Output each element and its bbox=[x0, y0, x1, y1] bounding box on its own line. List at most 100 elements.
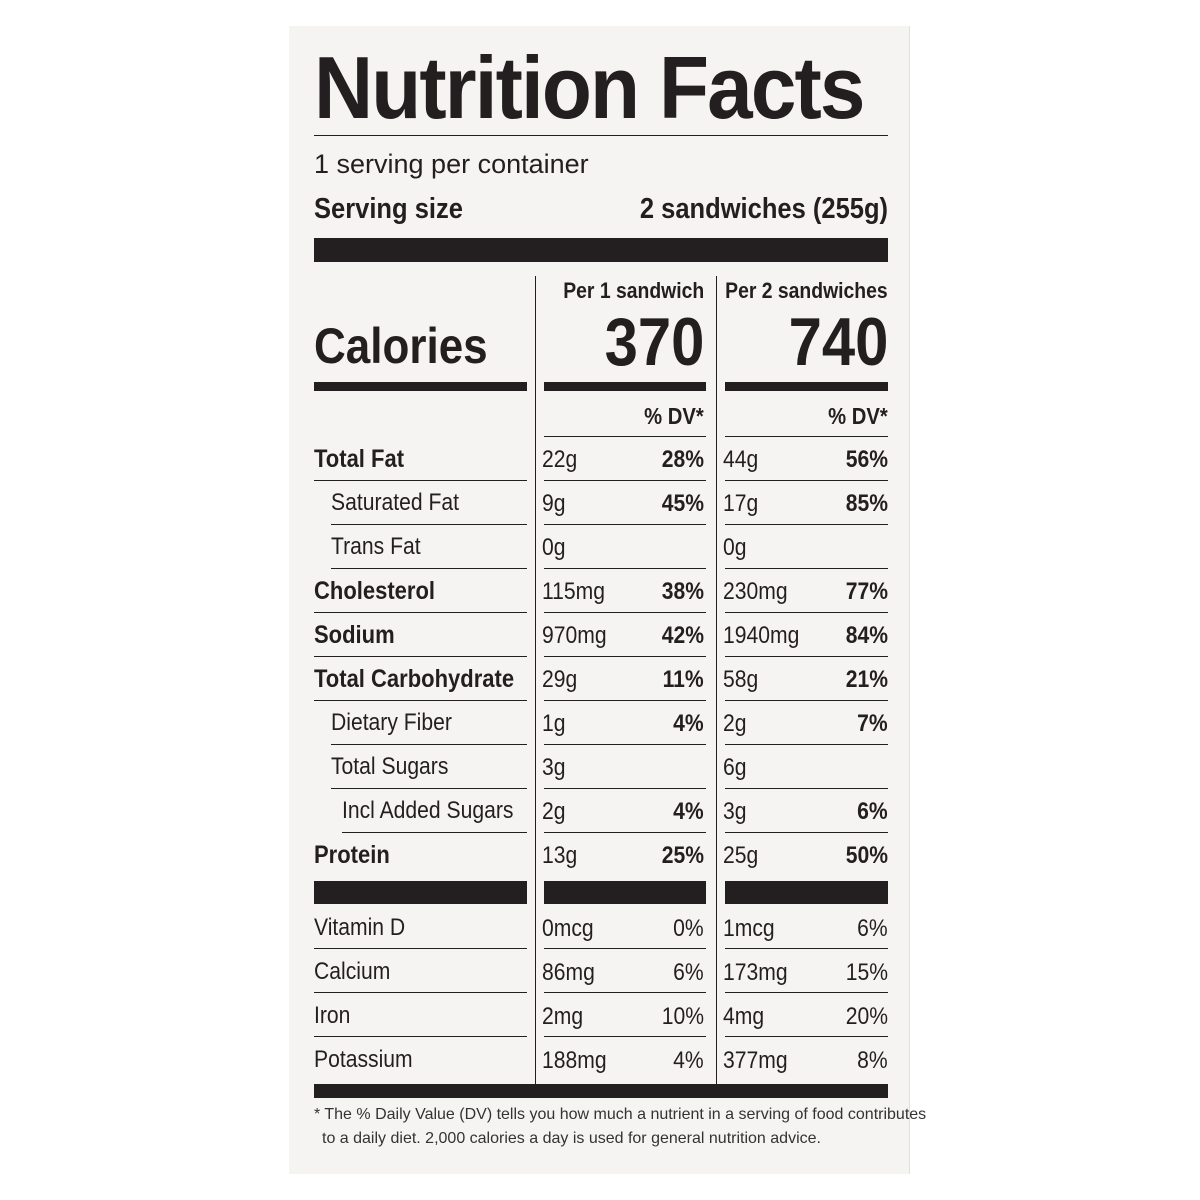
row-rule bbox=[544, 832, 706, 833]
col1-amount: 3g bbox=[542, 754, 566, 781]
col1-dv: 0% bbox=[673, 915, 704, 942]
row-rule bbox=[544, 480, 706, 481]
col1-dv: 4% bbox=[673, 1047, 704, 1074]
nutrient-name: Total Fat bbox=[314, 445, 405, 473]
nutrient-name: Dietary Fiber bbox=[331, 709, 452, 736]
col2-amount: 4mg bbox=[723, 1003, 765, 1030]
vitamin-name: Calcium bbox=[314, 958, 391, 985]
row-rule bbox=[725, 568, 888, 569]
col1-amount: 2mg bbox=[542, 1003, 584, 1030]
row-rule bbox=[725, 832, 888, 833]
row-rule bbox=[725, 480, 888, 481]
col1-dv: 45% bbox=[661, 490, 704, 517]
thick-separator-top bbox=[314, 238, 888, 262]
row-rule bbox=[314, 1036, 527, 1037]
row-rule bbox=[544, 568, 706, 569]
row-rule bbox=[544, 992, 706, 993]
row-rule bbox=[331, 788, 527, 789]
row-rule bbox=[544, 788, 706, 789]
col1-amount: 115mg bbox=[542, 578, 606, 605]
nutrient-name: Total Carbohydrate bbox=[314, 665, 515, 693]
col2-dv: 56% bbox=[845, 446, 888, 473]
row-rule bbox=[314, 948, 527, 949]
col2-amount: 17g bbox=[723, 490, 759, 517]
row-rule bbox=[331, 524, 527, 525]
col2-amount: 2g bbox=[723, 710, 747, 737]
col2-dv: 85% bbox=[845, 490, 888, 517]
col1-amount: 86mg bbox=[542, 959, 595, 986]
col2-amount: 173mg bbox=[723, 959, 788, 986]
row-rule bbox=[544, 948, 706, 949]
col1-dv: 6% bbox=[673, 959, 704, 986]
col2-amount: 3g bbox=[723, 798, 747, 825]
col1-amount: 0mcg bbox=[542, 915, 594, 942]
row-rule bbox=[725, 612, 888, 613]
col2-amount: 25g bbox=[723, 842, 759, 869]
col2-dv: 7% bbox=[857, 710, 888, 737]
row-rule bbox=[544, 524, 706, 525]
calories-bar-label bbox=[314, 382, 527, 391]
nutrient-name: Sodium bbox=[314, 621, 395, 649]
row-rule bbox=[725, 948, 888, 949]
row-rule bbox=[544, 656, 706, 657]
vitamin-bar-label bbox=[314, 881, 527, 904]
nutrient-name: Saturated Fat bbox=[331, 489, 459, 516]
col1-dv: 28% bbox=[661, 446, 704, 473]
row-rule bbox=[314, 992, 527, 993]
col2-dv: 15% bbox=[845, 959, 888, 986]
title-rule bbox=[314, 135, 888, 136]
calories-bar-col1 bbox=[544, 382, 706, 391]
col2-dv: 8% bbox=[857, 1047, 888, 1074]
col1-dv: 4% bbox=[673, 710, 704, 737]
col1-amount: 2g bbox=[542, 798, 566, 825]
col1-amount: 9g bbox=[542, 490, 566, 517]
col2-amount: 44g bbox=[723, 446, 759, 473]
serving-size-value: 2 sandwiches (255g) bbox=[639, 193, 888, 225]
footnote-line-1: * The % Daily Value (DV) tells you how m… bbox=[314, 1106, 927, 1123]
col2-dv: 6% bbox=[857, 798, 888, 825]
col2-dv-header: % DV* bbox=[828, 403, 888, 429]
vitamin-name: Vitamin D bbox=[314, 914, 406, 941]
vitamin-bar-col2 bbox=[725, 881, 888, 904]
row-rule bbox=[725, 788, 888, 789]
col1-calories: 370 bbox=[604, 304, 704, 380]
dv-header-rule-col2 bbox=[725, 436, 888, 437]
calories-label: Calories bbox=[314, 318, 488, 374]
row-rule bbox=[725, 656, 888, 657]
row-rule bbox=[314, 656, 527, 657]
column-divider-2 bbox=[716, 276, 717, 1086]
col2-dv: 20% bbox=[845, 1003, 888, 1030]
row-rule bbox=[544, 612, 706, 613]
col1-dv: 10% bbox=[661, 1003, 704, 1030]
col1-dv-header: % DV* bbox=[644, 403, 704, 429]
footnote-line-2: to a daily diet. 2,000 calories a day is… bbox=[322, 1130, 821, 1147]
vitamin-name: Iron bbox=[314, 1002, 351, 1029]
row-rule bbox=[725, 524, 888, 525]
col1-dv: 25% bbox=[661, 842, 704, 869]
calories-bar-col2 bbox=[725, 382, 888, 391]
col2-amount: 6g bbox=[723, 754, 747, 781]
row-rule bbox=[544, 1036, 706, 1037]
col1-amount: 1g bbox=[542, 710, 566, 737]
col2-amount: 0g bbox=[723, 534, 747, 561]
row-rule bbox=[725, 1036, 888, 1037]
col1-amount: 188mg bbox=[542, 1047, 607, 1074]
col2-amount: 230mg bbox=[723, 578, 788, 605]
col1-amount: 22g bbox=[542, 446, 578, 473]
row-rule bbox=[314, 612, 527, 613]
col1-dv: 4% bbox=[673, 798, 704, 825]
col2-calories: 740 bbox=[788, 304, 888, 380]
col1-amount: 29g bbox=[542, 666, 578, 693]
row-rule bbox=[725, 992, 888, 993]
col1-dv: 38% bbox=[661, 578, 704, 605]
dv-header-rule-col1 bbox=[544, 436, 706, 437]
col2-dv: 77% bbox=[845, 578, 888, 605]
row-rule bbox=[331, 744, 527, 745]
col2-dv: 6% bbox=[857, 915, 888, 942]
col2-amount: 377mg bbox=[723, 1047, 788, 1074]
col2-amount: 1940mg bbox=[723, 622, 800, 649]
row-rule bbox=[314, 480, 527, 481]
col2-header: Per 2 sandwiches bbox=[725, 278, 888, 303]
col1-header: Per 1 sandwich bbox=[563, 278, 704, 303]
col2-amount: 58g bbox=[723, 666, 759, 693]
